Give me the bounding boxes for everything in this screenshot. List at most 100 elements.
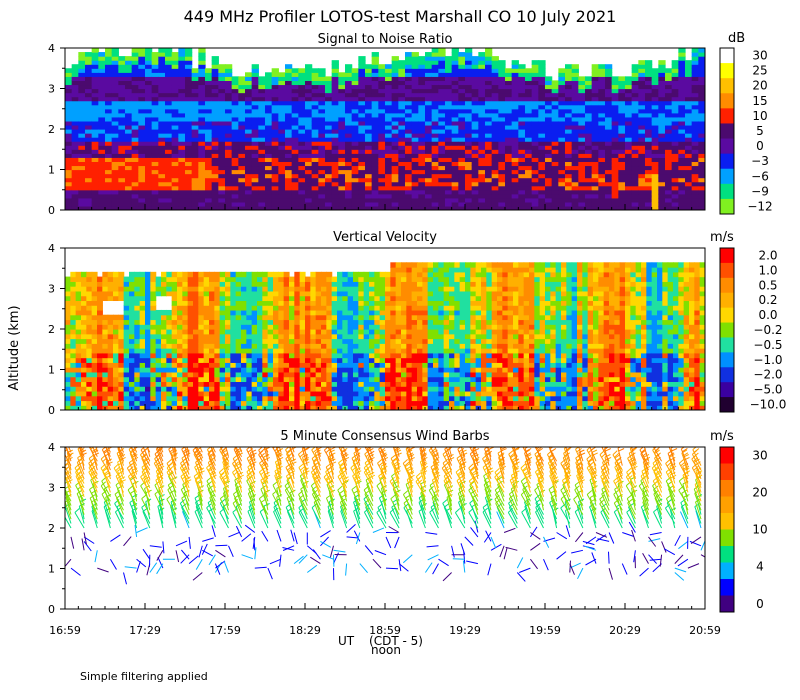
snr-cell	[111, 129, 119, 134]
snr-cell	[331, 124, 339, 130]
snr-cell	[658, 145, 666, 150]
velocity-cell	[171, 376, 178, 383]
velocity-cell	[113, 286, 119, 292]
snr-cell	[338, 149, 346, 154]
velocity-cell	[241, 300, 247, 306]
snr-cell	[258, 129, 266, 134]
snr-cell	[565, 177, 573, 183]
snr-cell	[431, 193, 439, 199]
snr-cell	[591, 64, 599, 69]
velocity-cell	[193, 319, 199, 325]
velocity-cell	[129, 276, 135, 282]
snr-cell	[365, 120, 373, 126]
snr-cell	[531, 161, 539, 167]
snr-cell	[265, 169, 273, 175]
snr-cell	[611, 120, 619, 126]
snr-cell	[665, 104, 673, 110]
snr-cell	[591, 141, 599, 146]
snr-cell	[71, 205, 79, 210]
snr-cell	[225, 76, 233, 81]
snr-cell	[598, 145, 606, 150]
velocity-cell	[161, 314, 167, 321]
velocity-cell	[81, 343, 87, 349]
snr-cell	[378, 197, 386, 203]
snr-cell	[685, 88, 693, 94]
velocity-cell	[198, 314, 205, 321]
snr-cell	[178, 177, 186, 183]
snr-cell	[431, 92, 439, 98]
velocity-cell	[97, 395, 103, 402]
snr-cell	[698, 96, 705, 102]
snr-cell	[445, 112, 453, 118]
snr-cell	[471, 149, 479, 154]
velocity-cell	[145, 381, 151, 387]
snr-cell	[331, 145, 339, 150]
velocity-cell	[278, 324, 285, 330]
velocity-cell	[91, 290, 98, 297]
snr-cell	[371, 165, 379, 171]
snr-cell	[98, 112, 106, 118]
snr-cell	[245, 165, 253, 171]
snr-cell	[151, 124, 159, 130]
snr-cell	[591, 201, 599, 207]
snr-cell	[238, 124, 246, 130]
velocity-cell	[198, 286, 205, 292]
velocity-cell	[246, 324, 253, 330]
snr-cell	[591, 181, 599, 187]
snr-cell	[418, 141, 426, 146]
snr-cell	[118, 201, 126, 207]
snr-cell	[338, 104, 346, 110]
snr-cell	[471, 169, 479, 175]
snr-cell	[538, 161, 546, 167]
snr-cell	[551, 80, 559, 86]
snr-cell	[331, 64, 339, 69]
velocity-cell	[235, 295, 242, 302]
snr-cell	[558, 141, 566, 146]
snr-cell	[631, 104, 639, 110]
snr-cell	[178, 153, 186, 158]
snr-cell	[165, 181, 173, 187]
velocity-cell	[97, 314, 103, 321]
velocity-cell	[97, 300, 103, 306]
snr-cell	[298, 201, 306, 207]
velocity-cell	[161, 352, 167, 359]
velocity-cell	[166, 333, 173, 340]
snr-cell	[65, 181, 73, 187]
snr-cell	[671, 88, 679, 94]
snr-cell	[405, 64, 413, 69]
velocity-cell	[203, 329, 210, 335]
snr-cell	[78, 145, 86, 150]
snr-cell	[178, 181, 186, 187]
snr-cell	[558, 133, 566, 138]
velocity-cell	[225, 295, 231, 302]
colorbar-label: −12	[747, 199, 772, 213]
velocity-cell	[81, 309, 87, 316]
snr-cell	[451, 76, 459, 81]
snr-cell	[138, 201, 146, 207]
snr-cell	[331, 108, 339, 114]
velocity-cell	[91, 357, 98, 363]
snr-cell	[205, 185, 213, 191]
velocity-cell	[193, 371, 199, 378]
velocity-cell	[193, 300, 199, 306]
snr-cell	[365, 100, 373, 106]
snr-cell	[305, 104, 313, 110]
velocity-cell	[273, 371, 279, 378]
velocity-cell	[241, 314, 247, 321]
snr-cell	[678, 197, 686, 203]
snr-cell	[505, 137, 513, 142]
snr-cell	[611, 201, 619, 207]
snr-cell	[371, 68, 379, 73]
velocity-cell	[241, 271, 247, 278]
snr-cell	[631, 88, 639, 94]
snr-cell	[658, 185, 666, 191]
snr-cell	[685, 112, 693, 118]
snr-cell	[445, 205, 453, 210]
velocity-cell	[305, 295, 311, 302]
snr-cell	[111, 120, 119, 126]
velocity-cell	[145, 371, 151, 378]
snr-cell	[351, 129, 359, 134]
snr-cell	[571, 68, 579, 73]
snr-cell	[145, 100, 153, 106]
snr-cell	[225, 165, 233, 171]
